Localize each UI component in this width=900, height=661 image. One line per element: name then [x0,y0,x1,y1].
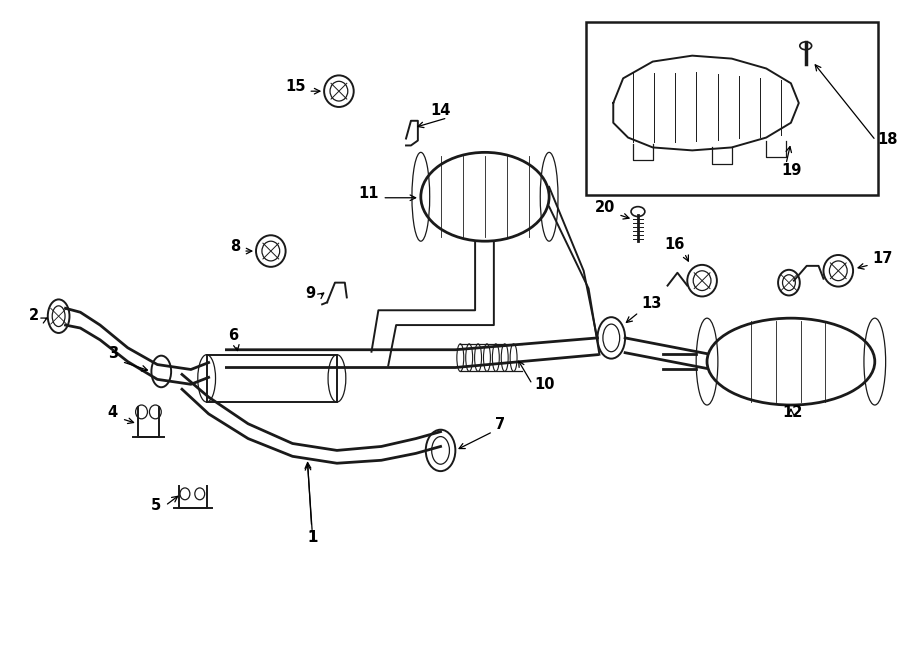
Text: 15: 15 [285,79,305,94]
Text: 13: 13 [641,296,662,311]
Text: 10: 10 [535,377,554,392]
Ellipse shape [631,207,644,217]
Text: 7: 7 [495,416,505,432]
Text: 16: 16 [664,237,684,252]
Text: 6: 6 [229,328,238,343]
Text: 5: 5 [151,498,161,513]
Text: 3: 3 [108,346,118,361]
Bar [586,22,878,195]
Text: 14: 14 [430,103,450,118]
Text: 9: 9 [305,286,315,301]
Text: 11: 11 [358,186,378,201]
Text: 18: 18 [878,132,898,147]
Text: 20: 20 [595,200,616,215]
Bar [207,355,337,402]
Text: 17: 17 [872,251,892,266]
Ellipse shape [800,42,812,50]
Text: 19: 19 [781,163,801,178]
Text: 1: 1 [307,530,318,545]
Text: 4: 4 [108,405,118,420]
Text: 2: 2 [29,308,39,323]
Text: 1: 1 [305,463,318,545]
Text: 8: 8 [230,239,240,254]
Text: 12: 12 [783,405,803,420]
